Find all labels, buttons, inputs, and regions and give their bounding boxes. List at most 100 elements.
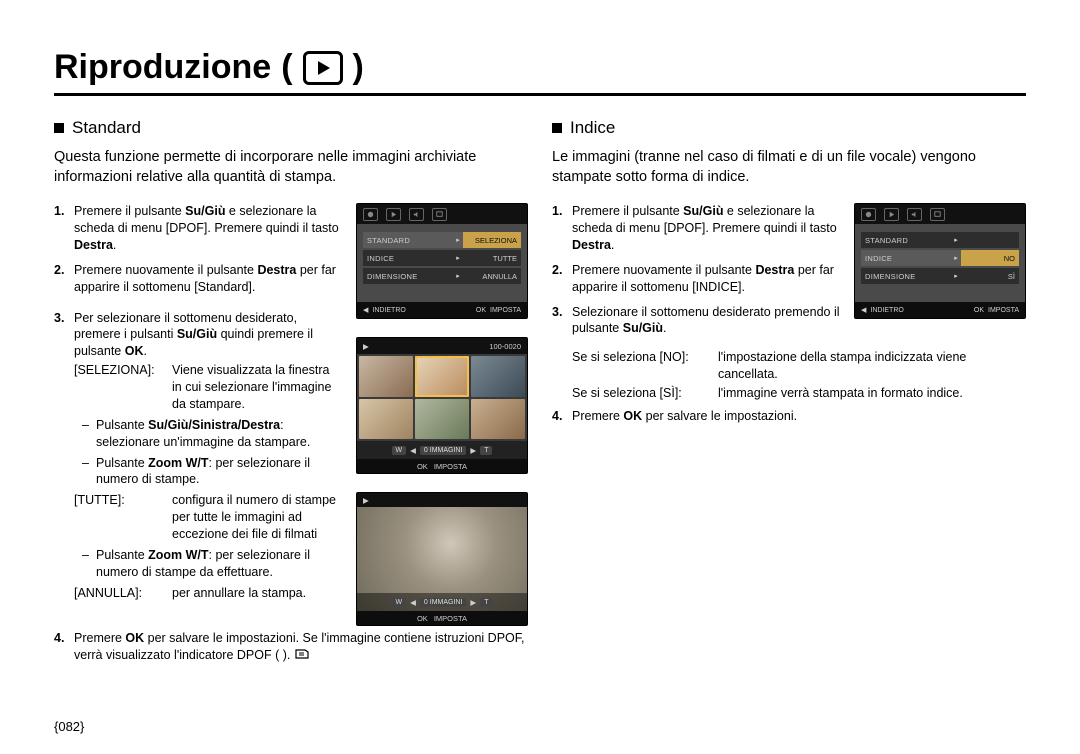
sub-option: Pulsante Zoom W/T: per selezionare il nu… — [96, 547, 342, 581]
thumbnail — [359, 399, 413, 440]
option-text: per annullare la stampa. — [172, 585, 342, 602]
menu-row: DIMENSIONE▸ANNULLA — [363, 268, 521, 284]
ok-label: OK — [417, 614, 428, 623]
option-text: l'impostazione della stampa indicizzata … — [718, 349, 1026, 383]
option-label: [TUTTE]: — [74, 492, 166, 543]
menu-row-value: ANNULLA — [463, 268, 521, 284]
thumbnail — [415, 356, 469, 397]
step-text: Selezionare il sottomenu desiderato prem… — [572, 304, 840, 338]
option-text: l'immagine verrà stampata in formato ind… — [718, 385, 1026, 402]
menu-row: STANDARD▸ — [861, 232, 1019, 248]
square-bullet-icon — [54, 123, 64, 133]
chevron-right-icon: ▸ — [453, 268, 463, 284]
step-number: 2. — [54, 262, 68, 296]
page-number: {082} — [54, 719, 84, 734]
back-label: INDIETRO — [372, 307, 405, 314]
ok-label: OK — [974, 307, 984, 314]
menu-row-label: STANDARD — [363, 232, 453, 248]
option-label: Se si seleziona [SÌ]: — [572, 385, 712, 402]
sound-icon — [907, 208, 922, 221]
mode-icon — [861, 208, 876, 221]
step-text: Premere OK per salvare le impostazioni. … — [74, 630, 528, 664]
step-number: 4. — [552, 408, 566, 425]
step-text: Per selezionare il sottomenu desiderato,… — [74, 310, 342, 604]
image-count: 0 IMMAGINI — [420, 598, 467, 607]
zoom-t-button: T — [480, 598, 492, 607]
play-icon: ▶ — [363, 496, 369, 505]
zoom-t-button: T — [480, 446, 492, 455]
step-number: 4. — [54, 630, 68, 664]
step-text: Premere il pulsante Su/Giù e selezionare… — [74, 203, 342, 254]
zoom-w-button: W — [392, 446, 407, 455]
section-heading-text: Indice — [570, 118, 615, 138]
thumbnail — [359, 356, 413, 397]
left-arrow-icon: ◀ — [410, 598, 416, 607]
option-label: [SELEZIONA]: — [74, 362, 166, 413]
back-arrow-icon: ◀ — [363, 306, 368, 314]
back-label: INDIETRO — [870, 307, 903, 314]
dpof-icon — [294, 647, 310, 661]
display-icon — [930, 208, 945, 221]
menu-row-value — [961, 232, 1019, 248]
menu-row-value: SÌ — [961, 268, 1019, 284]
chevron-right-icon: ▸ — [951, 250, 961, 266]
section-indice: Indice Le immagini (tranne nel caso di f… — [552, 118, 1026, 672]
play-icon — [386, 208, 401, 221]
play-icon: ▶ — [363, 342, 369, 351]
image-count: 0 IMMAGINI — [420, 446, 467, 455]
left-arrow-icon: ◀ — [410, 446, 416, 455]
paren-open: ( — [281, 48, 292, 87]
section-heading: Indice — [552, 118, 1026, 138]
option-text: Viene visualizzata la finestra in cui se… — [172, 362, 342, 413]
ok-label: OK — [476, 307, 486, 314]
back-arrow-icon: ◀ — [861, 306, 866, 314]
play-icon — [884, 208, 899, 221]
menu-row-label: DIMENSIONE — [363, 268, 453, 284]
section-standard: Standard Questa funzione permette di inc… — [54, 118, 528, 672]
step-text: Premere nuovamente il pulsante Destra pe… — [74, 262, 342, 296]
mode-icon — [363, 208, 378, 221]
step-number: 1. — [552, 203, 566, 254]
lcd-thumbnails: ▶ 100-0020 W ◀ 0 IMMAGINI ▶ T OK IMPOSTA — [356, 337, 528, 474]
option-text: configura il numero di stampe per tutte … — [172, 492, 342, 543]
set-label: IMPOSTA — [434, 614, 467, 623]
play-icon — [303, 51, 343, 85]
step-number: 3. — [54, 310, 68, 604]
menu-row-label: DIMENSIONE — [861, 268, 951, 284]
lcd-photo: ▶ W ◀ 0 IMMAGINI ▶ T OK IMPOSTA — [356, 492, 528, 626]
option-label: [ANNULLA]: — [74, 585, 166, 602]
right-arrow-icon: ▶ — [470, 446, 476, 455]
section-heading: Standard — [54, 118, 528, 138]
steps-indice: 1. Premere il pulsante Su/Giù e selezion… — [552, 203, 840, 345]
menu-row-value: SELEZIONA — [463, 232, 521, 248]
menu-row: STANDARD▸SELEZIONA — [363, 232, 521, 248]
sub-option: Pulsante Su/Giù/Sinistra/Destra: selezio… — [96, 417, 342, 451]
counter: 100-0020 — [489, 342, 521, 351]
thumbnail — [415, 399, 469, 440]
menu-row: INDICE▸TUTTE — [363, 250, 521, 266]
set-label: IMPOSTA — [434, 462, 467, 471]
page-title: Riproduzione — [54, 48, 271, 87]
step-text: Premere il pulsante Su/Giù e selezionare… — [572, 203, 840, 254]
lcd-menu-standard: STANDARD▸SELEZIONAINDICE▸TUTTEDIMENSIONE… — [356, 203, 528, 319]
ok-label: OK — [417, 462, 428, 471]
right-arrow-icon: ▶ — [470, 598, 476, 607]
paren-close: ) — [353, 48, 364, 87]
intro-text: Le immagini (tranne nel caso di filmati … — [552, 148, 1026, 187]
step-number: 1. — [54, 203, 68, 254]
menu-row-value: NO — [961, 250, 1019, 266]
option-label: Se si seleziona [NO]: — [572, 349, 712, 383]
chevron-right-icon: ▸ — [453, 232, 463, 248]
menu-row-label: INDICE — [363, 250, 453, 266]
chevron-right-icon: ▸ — [951, 268, 961, 284]
chevron-right-icon: ▸ — [453, 250, 463, 266]
step-text: Premere nuovamente il pulsante Destra pe… — [572, 262, 840, 296]
set-label: IMPOSTA — [988, 307, 1019, 314]
display-icon — [432, 208, 447, 221]
sub-option: Pulsante Zoom W/T: per selezionare il nu… — [96, 455, 342, 489]
menu-row-label: INDICE — [861, 250, 951, 266]
page-title-row: Riproduzione ( ) — [54, 48, 1026, 96]
sound-icon — [409, 208, 424, 221]
zoom-w-button: W — [392, 598, 407, 607]
lcd-menu-indice: STANDARD▸ INDICE▸NO DIMENSIONE▸SÌ ◀ INDIET… — [854, 203, 1026, 319]
